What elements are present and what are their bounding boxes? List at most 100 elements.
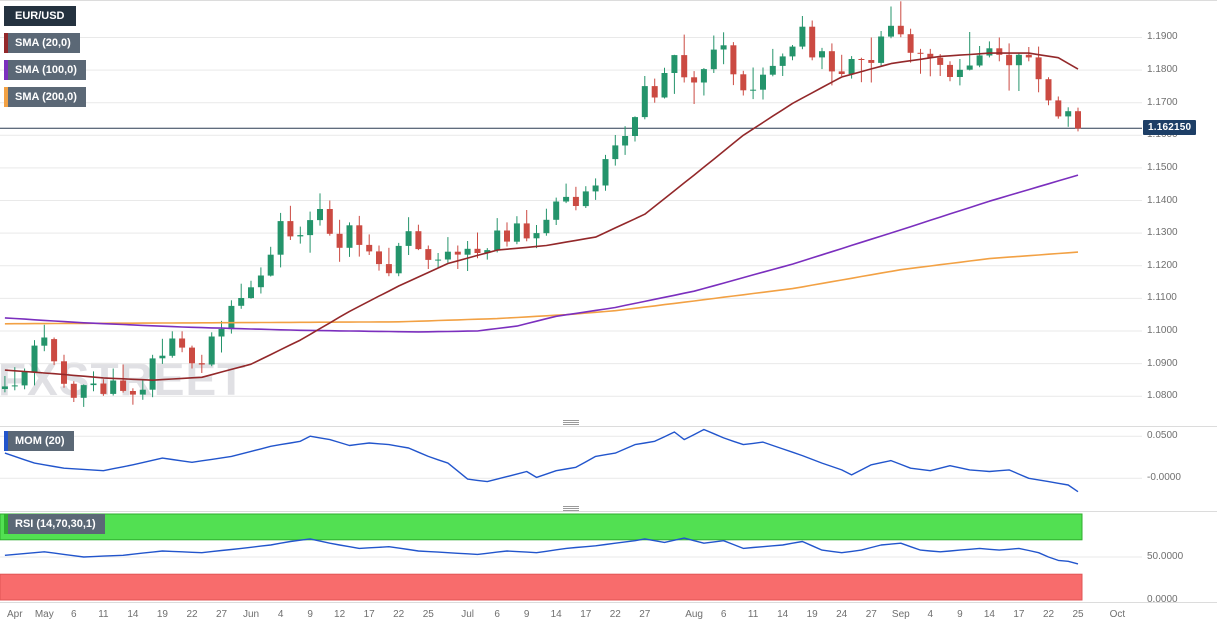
candle-body xyxy=(41,337,48,346)
candle-body xyxy=(1055,100,1062,117)
candle-body xyxy=(120,380,127,391)
sma200-badge[interactable]: SMA (200,0) xyxy=(4,87,86,107)
candle-body xyxy=(464,248,471,255)
candle-body xyxy=(1035,57,1042,80)
momentum-chart-canvas[interactable] xyxy=(0,427,1142,506)
candle-body xyxy=(346,225,353,248)
candle-body xyxy=(878,36,885,63)
candle-body xyxy=(838,71,845,74)
candle-body xyxy=(897,25,904,35)
candle-body xyxy=(750,89,757,91)
candle-body xyxy=(612,145,619,160)
y-axis-label: 1.1300 xyxy=(1147,227,1178,238)
x-axis-label: Jul xyxy=(461,609,474,620)
y-axis-label: 1.1900 xyxy=(1147,31,1178,42)
x-axis-label: 9 xyxy=(523,609,530,620)
momentum-badge[interactable]: MOM (20) xyxy=(4,431,74,451)
x-axis-label: 6 xyxy=(494,609,500,620)
candle-body xyxy=(996,48,1003,55)
sma100-label: SMA (100,0) xyxy=(15,64,77,76)
panel-resize-handle[interactable] xyxy=(563,420,579,425)
y-axis-label: 1.1400 xyxy=(1147,195,1178,206)
x-axis-label: 24 xyxy=(836,609,848,620)
candle-body xyxy=(444,251,451,260)
candle-body xyxy=(691,77,698,83)
candle-body xyxy=(799,26,806,47)
candle-body xyxy=(651,86,658,98)
candle-body xyxy=(641,86,648,118)
x-axis-label: 25 xyxy=(422,609,434,620)
time-axis[interactable]: Apr May 6 11 14 19 22 27 Jun 4 9 12 17 22 25 Jul 6 9 14 17 2… xyxy=(0,602,1217,626)
candle-body xyxy=(405,231,412,246)
price-chart-canvas[interactable] xyxy=(0,0,1142,419)
y-axis-label: 50.0000 xyxy=(1147,551,1184,562)
candle-body xyxy=(385,264,392,274)
panel-resize-handle[interactable] xyxy=(563,506,579,511)
candle-body xyxy=(720,45,727,50)
candle-body xyxy=(238,298,245,306)
candle-body xyxy=(198,363,205,365)
candle-body xyxy=(927,53,934,58)
candle-body xyxy=(553,201,560,220)
x-axis-label: 14 xyxy=(983,609,995,620)
candle-body xyxy=(307,220,314,236)
x-axis-label: 14 xyxy=(127,609,139,620)
x-axis-label: 22 xyxy=(1042,609,1055,620)
sma100-badge[interactable]: SMA (100,0) xyxy=(4,60,86,80)
rsi-badge[interactable]: RSI (14,70,30,1) xyxy=(4,514,105,534)
x-axis-label: 17 xyxy=(580,609,592,620)
momentum-color-bar xyxy=(4,431,8,451)
x-axis-label: 19 xyxy=(806,609,818,620)
candle-body xyxy=(523,223,530,239)
x-axis-label: 9 xyxy=(957,609,963,620)
y-axis-label: 1.1800 xyxy=(1147,64,1178,75)
current-price-tag: 1.162150 xyxy=(1143,120,1197,135)
candle-body xyxy=(730,45,737,75)
candle-body xyxy=(632,117,638,136)
candle-body xyxy=(336,233,343,248)
sma100-line xyxy=(4,174,1079,333)
x-axis-label: 22 xyxy=(186,609,198,620)
sma20-color-bar xyxy=(4,33,8,53)
x-axis-label: 4 xyxy=(927,609,934,620)
candle-body xyxy=(740,74,747,91)
y-axis-label: 1.1100 xyxy=(1147,292,1177,303)
rsi-line xyxy=(4,537,1079,565)
panel-separator xyxy=(0,505,1217,512)
x-axis-label: 27 xyxy=(215,609,228,620)
candle-body xyxy=(435,259,442,261)
candle-body xyxy=(494,230,501,251)
candle-body xyxy=(277,221,284,255)
candle-body xyxy=(376,251,382,265)
candle-body xyxy=(248,287,254,299)
rsi-chart-canvas[interactable] xyxy=(0,512,1142,602)
candle-body xyxy=(326,209,333,234)
candle-body xyxy=(513,223,520,242)
candle-body xyxy=(80,385,87,398)
candle-body xyxy=(819,51,825,58)
instrument-badge[interactable]: EUR/USD xyxy=(4,6,76,26)
x-axis-label: May xyxy=(34,609,54,620)
sma20-line xyxy=(4,52,1079,382)
x-axis-label: 6 xyxy=(71,609,77,620)
candle-body xyxy=(21,372,28,386)
x-axis-label: 27 xyxy=(639,609,651,620)
candle-body xyxy=(789,46,796,57)
candle-body xyxy=(543,219,550,234)
rsi-overbought-band xyxy=(0,513,1083,541)
candle-body xyxy=(868,60,875,63)
candle-body xyxy=(129,391,136,395)
momentum-line xyxy=(4,428,1079,493)
sma20-badge[interactable]: SMA (20,0) xyxy=(4,33,80,53)
candle-body xyxy=(1065,111,1072,117)
candle-body xyxy=(563,196,570,202)
candle-body xyxy=(582,191,589,207)
x-axis-label: Jun xyxy=(242,609,260,620)
rsi-label: RSI (14,70,30,1) xyxy=(15,518,96,530)
candle-body xyxy=(100,383,107,394)
candle-body xyxy=(1,386,8,389)
candle-body xyxy=(179,338,186,348)
candle-body xyxy=(966,65,973,70)
candle-body xyxy=(474,248,481,253)
